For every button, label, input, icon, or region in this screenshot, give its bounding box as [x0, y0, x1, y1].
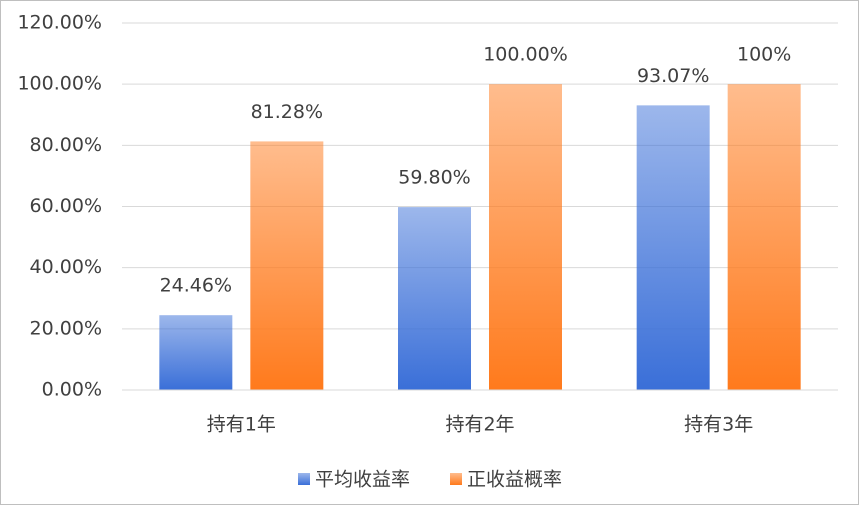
data-label: 100% — [737, 44, 791, 66]
bar — [727, 84, 801, 391]
legend-swatch — [298, 473, 310, 485]
y-tick-label: 0.00% — [42, 379, 102, 401]
bar — [636, 105, 710, 391]
data-label: 93.07% — [637, 65, 709, 87]
y-tick-label: 100.00% — [17, 73, 102, 95]
x-tick-label: 持有1年 — [207, 414, 276, 436]
legend-swatch — [450, 473, 462, 485]
y-tick-label: 40.00% — [30, 256, 102, 278]
y-tick-label: 120.00% — [17, 12, 102, 34]
data-label: 24.46% — [160, 275, 232, 297]
data-label: 81.28% — [251, 101, 323, 123]
bar — [398, 207, 471, 390]
y-tick-label: 60.00% — [30, 195, 102, 217]
y-tick-label: 80.00% — [30, 134, 102, 156]
legend-label: 正收益概率 — [467, 469, 562, 491]
x-tick-label: 持有2年 — [445, 414, 514, 436]
x-tick-label: 持有3年 — [684, 414, 753, 436]
y-tick-label: 20.00% — [30, 317, 102, 339]
data-label: 100.00% — [483, 44, 568, 66]
bar — [159, 315, 233, 390]
bar — [489, 84, 562, 391]
bar — [250, 141, 324, 390]
data-label: 59.80% — [398, 167, 470, 189]
legend-label: 平均收益率 — [315, 469, 410, 491]
